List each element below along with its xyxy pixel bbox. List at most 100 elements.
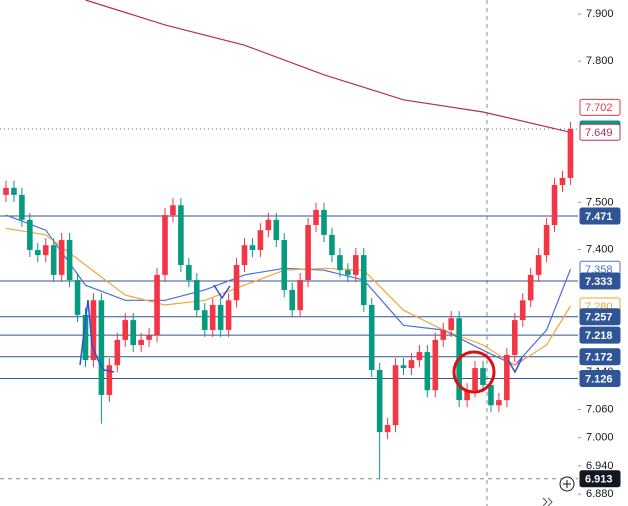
candle-body <box>289 289 295 311</box>
candle-body <box>416 352 423 361</box>
candle-body <box>384 425 391 433</box>
candle-body <box>321 209 327 235</box>
candle-body <box>464 390 470 401</box>
candle-body <box>42 245 49 256</box>
candle-body <box>281 240 288 290</box>
candle-body <box>480 368 486 386</box>
candle-body <box>66 240 73 281</box>
candle-body <box>162 215 168 275</box>
candle-body <box>448 318 454 330</box>
candle-body <box>194 280 200 311</box>
y-tick-label: 7.060 <box>586 403 614 415</box>
candle-body <box>209 305 216 330</box>
price-badge <box>579 207 621 225</box>
y-tick-label: 7.800 <box>586 55 614 67</box>
candle-body <box>201 310 208 330</box>
price-badge-label: 7.333 <box>585 276 613 288</box>
candle-body <box>114 339 121 366</box>
price-badge <box>579 98 621 116</box>
moving-average <box>5 227 572 367</box>
candle-body <box>424 352 431 391</box>
price-axis: 7.9007.8007.5007.4007.1407.0607.0006.940… <box>578 8 621 500</box>
price-badge-label: 7.218 <box>585 330 613 342</box>
price-badge <box>579 123 621 141</box>
y-tick-label: 6.940 <box>586 460 614 472</box>
candle-body <box>337 255 343 271</box>
candle-body <box>472 368 478 391</box>
candle-body <box>3 187 9 195</box>
candle-body <box>27 219 33 250</box>
candle-body <box>170 205 176 216</box>
price-badge-label: 7.257 <box>585 312 613 324</box>
candle-body <box>535 255 542 275</box>
candle-body <box>440 329 447 340</box>
candle-body <box>154 274 160 336</box>
candle-body <box>265 219 272 231</box>
candle-body <box>567 128 574 178</box>
scroll-icon[interactable] <box>542 497 553 506</box>
candle-body <box>313 209 319 225</box>
candle-body <box>98 300 105 395</box>
candle-body <box>50 245 57 275</box>
candle-body <box>559 177 566 185</box>
candle-body <box>130 320 136 346</box>
price-badge <box>579 348 621 366</box>
candle-body <box>519 300 526 321</box>
candle-body <box>90 300 97 361</box>
moving-average <box>85 0 571 133</box>
candle-body <box>368 305 375 370</box>
candle-body <box>345 270 351 275</box>
candle-body <box>257 230 264 250</box>
candle-body <box>233 265 240 301</box>
candle-body <box>305 224 311 281</box>
price-badge-label: 7.126 <box>585 373 613 385</box>
candle-body <box>408 360 415 369</box>
candle-body <box>376 369 383 433</box>
wave-arrow <box>507 357 523 374</box>
price-badge-label: 7.172 <box>585 352 613 364</box>
candle-body <box>19 194 25 220</box>
candle-body <box>273 219 280 241</box>
price-badge <box>579 326 621 344</box>
wave-arrow <box>79 299 115 373</box>
candle-body <box>488 385 494 406</box>
candle-body <box>74 280 81 315</box>
candle-body <box>249 245 256 250</box>
add-icon <box>563 480 571 488</box>
candle-body <box>297 280 303 311</box>
candle-body <box>504 354 510 401</box>
y-tick-label: 7.500 <box>586 196 614 208</box>
plot <box>0 0 578 480</box>
candle-body <box>82 314 89 361</box>
candle-body <box>58 240 65 275</box>
candle-body <box>186 265 192 281</box>
candle-body <box>225 300 232 330</box>
candle-body <box>400 365 407 369</box>
price-badge <box>579 369 621 387</box>
candle-body <box>527 274 534 301</box>
candle-body <box>512 320 518 355</box>
candle-body <box>146 335 152 340</box>
candle-body <box>217 305 224 330</box>
candle-body <box>353 255 359 275</box>
candle-body <box>122 320 129 340</box>
y-tick-label: 7.900 <box>586 8 614 20</box>
candle-body <box>241 245 248 266</box>
price-badge-label: 7.649 <box>585 127 613 139</box>
price-badge <box>579 470 621 488</box>
candle-body <box>543 224 550 256</box>
wave-arrow <box>213 284 231 300</box>
candle-body <box>35 249 41 256</box>
candle-body <box>360 255 367 306</box>
price-badge-label: 7.471 <box>585 211 613 223</box>
candle-body <box>496 400 502 406</box>
price-badge-label: 6.913 <box>585 474 613 486</box>
highlight-circle <box>452 350 496 394</box>
candle-body <box>392 365 399 426</box>
candle-body <box>432 339 439 391</box>
candle-body <box>106 365 113 395</box>
price-badge <box>579 272 621 290</box>
candle-body <box>551 184 558 225</box>
